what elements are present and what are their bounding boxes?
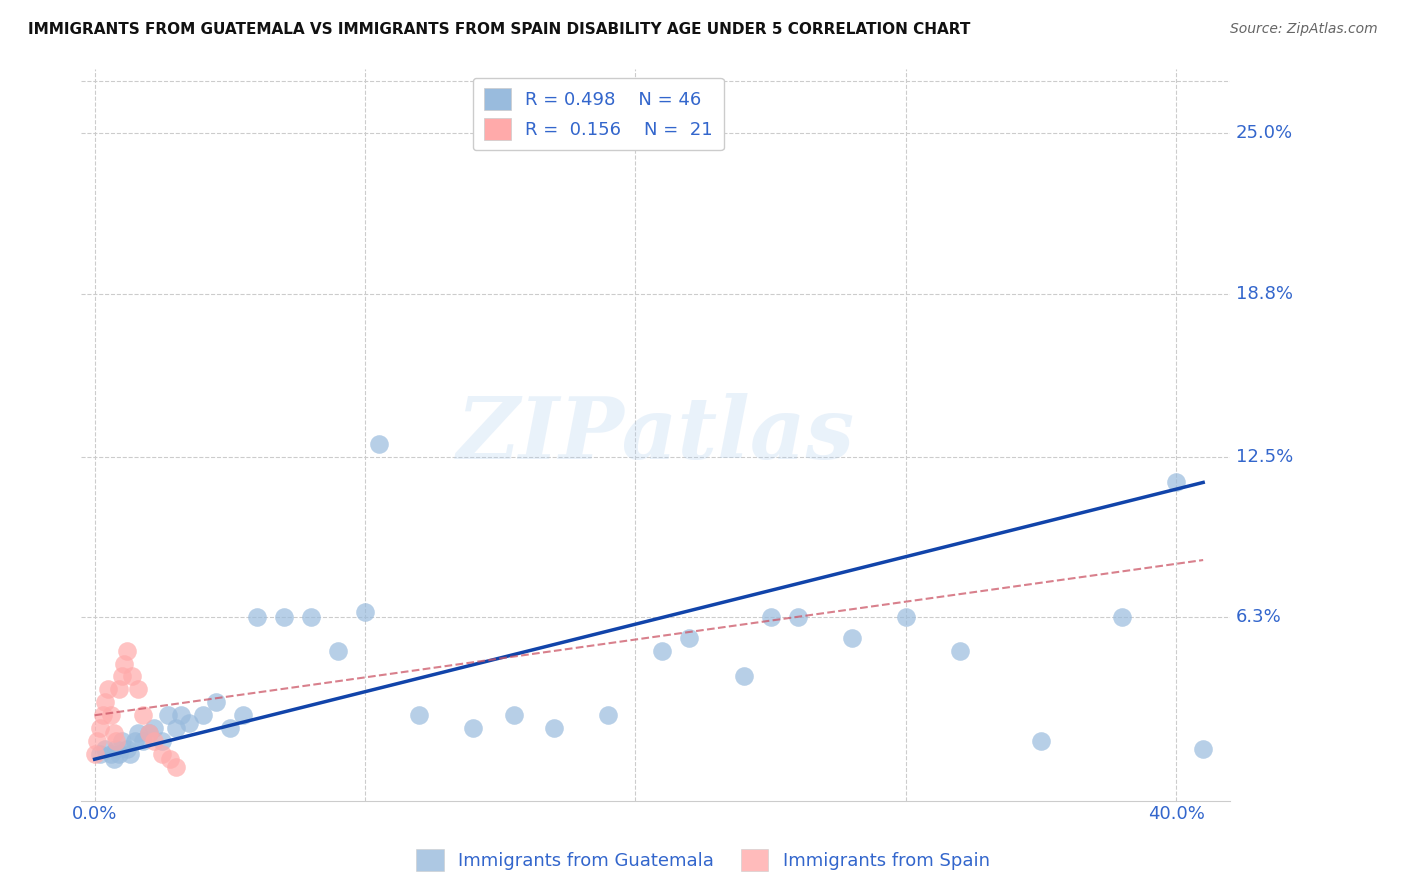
Point (759, 610, 782, 624)
Point (299, 610, 322, 624)
Point (111, 669, 134, 683)
Point (103, 752, 125, 766)
Point (179, 716, 201, 731)
Point (598, 708, 620, 723)
Point (150, 747, 173, 761)
Point (89, 721, 111, 735)
Point (138, 726, 160, 740)
Point (91, 708, 114, 723)
Point (841, 631, 863, 645)
Point (159, 752, 181, 766)
Point (165, 760, 187, 774)
Point (246, 610, 269, 624)
Point (100, 708, 122, 723)
Point (1029, 734, 1052, 748)
Point (367, 436, 389, 450)
Text: ZIPatlas: ZIPatlas (457, 392, 855, 476)
Point (191, 708, 214, 723)
Point (205, 695, 228, 709)
Point (354, 605, 377, 619)
Point (108, 682, 131, 697)
Legend: R = 0.498    N = 46, R =  0.156    N =  21: R = 0.498 N = 46, R = 0.156 N = 21 (472, 78, 724, 151)
Point (143, 734, 166, 748)
Point (105, 742, 128, 756)
Point (408, 708, 430, 723)
Point (111, 734, 134, 748)
Point (121, 669, 143, 683)
Point (108, 747, 131, 761)
Point (894, 610, 917, 624)
Point (651, 643, 673, 657)
Point (115, 643, 138, 657)
Text: 12.5%: 12.5% (1236, 448, 1294, 466)
Text: Source: ZipAtlas.com: Source: ZipAtlas.com (1230, 22, 1378, 37)
Point (127, 682, 149, 697)
Point (502, 708, 524, 723)
Point (105, 734, 128, 748)
Text: 18.8%: 18.8% (1236, 285, 1292, 302)
Point (170, 708, 193, 723)
Point (786, 610, 808, 624)
Text: 25.0%: 25.0% (1236, 124, 1292, 142)
Point (115, 742, 138, 756)
Point (100, 747, 122, 761)
Point (733, 669, 755, 683)
Point (97, 682, 120, 697)
Point (326, 643, 349, 657)
Point (1192, 742, 1215, 756)
Text: IMMIGRANTS FROM GUATEMALA VS IMMIGRANTS FROM SPAIN DISABILITY AGE UNDER 5 CORREL: IMMIGRANTS FROM GUATEMALA VS IMMIGRANTS … (28, 22, 970, 37)
Point (165, 721, 187, 735)
Point (132, 734, 155, 748)
Point (89, 747, 111, 761)
Point (86, 734, 108, 748)
Point (103, 726, 125, 740)
Point (678, 631, 700, 645)
Legend: Immigrants from Guatemala, Immigrants from Spain: Immigrants from Guatemala, Immigrants fr… (409, 842, 997, 879)
Point (218, 721, 240, 735)
Point (94, 742, 117, 756)
Point (273, 610, 295, 624)
Point (232, 708, 254, 723)
Point (543, 721, 565, 735)
Point (94, 695, 117, 709)
Point (150, 734, 173, 748)
Point (1166, 475, 1188, 490)
Point (156, 708, 179, 723)
Point (1111, 610, 1133, 624)
Point (138, 726, 160, 740)
Point (463, 721, 485, 735)
Point (127, 726, 149, 740)
Point (112, 657, 135, 671)
Point (118, 747, 141, 761)
Point (124, 734, 146, 748)
Point (143, 721, 166, 735)
Point (132, 708, 155, 723)
Point (83, 747, 105, 761)
Point (949, 643, 972, 657)
Text: 6.3%: 6.3% (1236, 608, 1281, 626)
